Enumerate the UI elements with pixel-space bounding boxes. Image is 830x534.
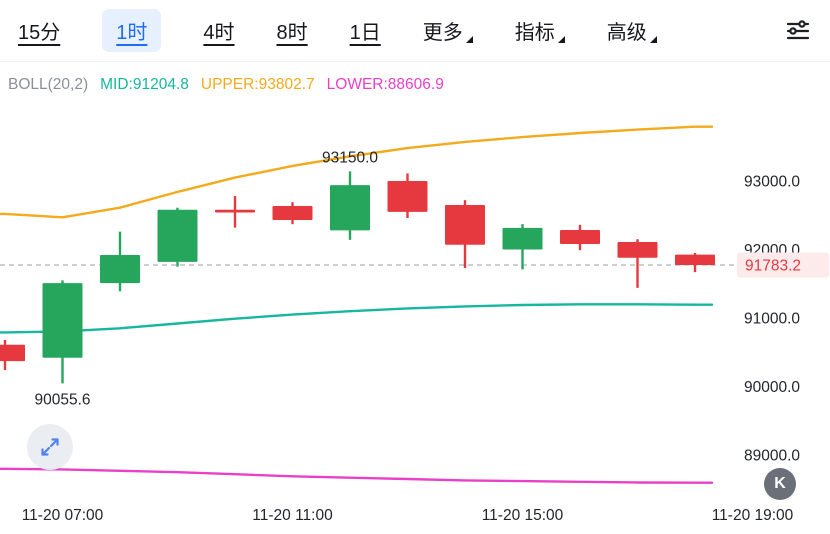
chart-settings-button[interactable] [784,17,812,45]
candle-08:00 [100,231,140,292]
candle-06:00 [0,339,25,371]
bollinger-upper-line [0,125,714,219]
tab-8hour[interactable]: 8时 [277,16,308,45]
chart-area[interactable]: BOLL(20,2) MID:91204.8 UPPER:93802.7 LOW… [0,62,830,534]
y-axis-tick-label: 90000.0 [744,379,800,396]
candle-18:00 [675,252,715,273]
menu-indicators[interactable]: 指标 [515,16,565,45]
candle-body [330,185,370,231]
candle-15:00 [502,224,543,270]
fullscreen-expand-button[interactable] [27,424,73,470]
menu-more-label: 更多 [422,22,463,44]
current-price-tag-bg [737,252,829,278]
boll-mid-value: MID:91204.8 [100,76,189,93]
candle-09:00 [157,207,198,267]
sliders-icon [786,19,810,39]
boll-lower-value: LOWER:88606.9 [326,76,444,93]
candle-body [42,283,83,358]
candle-body [560,229,600,245]
indicator-name: BOLL(20,2) [8,76,89,93]
candle-body [445,204,485,245]
candle-14:00 [445,200,485,268]
candle-body [387,180,428,212]
high-annotation: 93150.0 [322,149,378,166]
menu-more[interactable]: 更多 [423,16,473,45]
candle-body [0,344,25,362]
candle-body [617,241,658,258]
candle-body [157,209,198,262]
menu-indicators-label: 指标 [514,22,555,44]
candle-body [215,209,255,213]
kline-badge-label: K [774,475,786,492]
candle-body [675,254,715,266]
bollinger-lower-line [0,467,714,484]
dropdown-triangle-icon [465,36,473,43]
x-axis-tick-label: 11-20 15:00 [482,507,564,524]
candle-body [100,254,140,284]
x-axis-tick-label: 11-20 07:00 [22,507,104,524]
candlestick-chart[interactable]: 93150.090055.693000.092000.091000.090000… [0,62,830,534]
kline-badge[interactable]: K [764,468,796,500]
candle-body [272,205,313,221]
tab-4hour[interactable]: 4时 [203,16,234,45]
y-axis-tick-label: 91000.0 [744,311,800,328]
indicator-legend: BOLL(20,2) MID:91204.8 UPPER:93802.7 LOW… [8,76,444,94]
expand-arrows-icon [41,438,59,456]
candle-12:00 [330,171,370,240]
dropdown-triangle-icon [557,36,565,43]
menu-advanced[interactable]: 高级 [607,16,657,45]
x-axis-tick-label: 11-20 19:00 [712,507,794,524]
y-axis-tick-label: 89000.0 [744,448,800,465]
candle-body [502,227,543,250]
tab-15min[interactable]: 15分 [18,16,60,45]
tab-1day[interactable]: 1日 [350,16,381,45]
candle-11:00 [272,202,313,225]
bollinger-middle-line [0,303,714,334]
dropdown-triangle-icon [649,36,657,43]
low-annotation: 90055.6 [34,391,90,408]
candle-07:00 [42,280,83,384]
y-axis-tick-label: 93000.0 [744,174,800,191]
candle-17:00 [617,239,658,288]
candle-10:00 [215,196,255,228]
x-axis-tick-label: 11-20 11:00 [252,507,333,524]
timeframe-toolbar: 15分 1时 4时 8时 1日 更多 指标 高级 [0,0,830,62]
tab-1hour[interactable]: 1时 [102,9,162,52]
current-price-tag: 91783.2 [745,258,801,275]
menu-advanced-label: 高级 [606,22,647,44]
boll-upper-value: UPPER:93802.7 [200,76,315,93]
candle-16:00 [560,224,600,251]
candle-13:00 [387,173,428,218]
